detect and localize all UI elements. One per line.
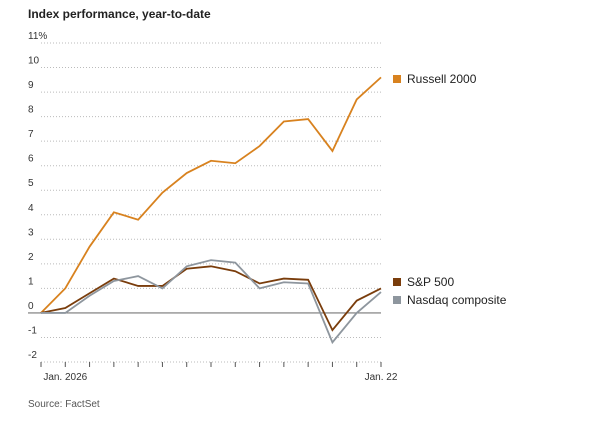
y-tick-label: 0 (28, 301, 34, 312)
y-tick-label: 7 (28, 129, 34, 140)
y-tick-label: 5 (28, 178, 34, 189)
y-tick-label: -1 (28, 325, 37, 336)
y-tick-label: 1 (28, 276, 34, 287)
y-tick-label: 2 (28, 252, 34, 263)
legend-label: Nasdaq composite (407, 293, 507, 307)
x-tick-label: Jan. 2026 (43, 372, 87, 383)
legend-swatch (393, 278, 401, 286)
legend-swatch (393, 296, 401, 304)
legend-label: S&P 500 (407, 275, 454, 289)
y-tick-label: 8 (28, 105, 34, 116)
line-series (41, 259, 382, 345)
legend-swatch (393, 75, 401, 83)
line-series (40, 265, 382, 332)
x-tick-label: Jan. 22 (365, 372, 398, 383)
y-tick-label: 6 (28, 154, 34, 165)
y-tick-label: 9 (28, 80, 34, 91)
y-tick-label: 4 (28, 203, 34, 214)
legend-label: Russell 2000 (407, 72, 477, 86)
y-tick-label: 3 (28, 227, 34, 238)
chart-title: Index performance, year-to-date (28, 7, 211, 21)
source: Source: FactSet (28, 399, 100, 410)
line-series (40, 76, 382, 314)
y-tick-label: -2 (28, 350, 37, 361)
y-tick-label: 11% (28, 31, 47, 42)
y-tick-label: 10 (28, 56, 40, 67)
